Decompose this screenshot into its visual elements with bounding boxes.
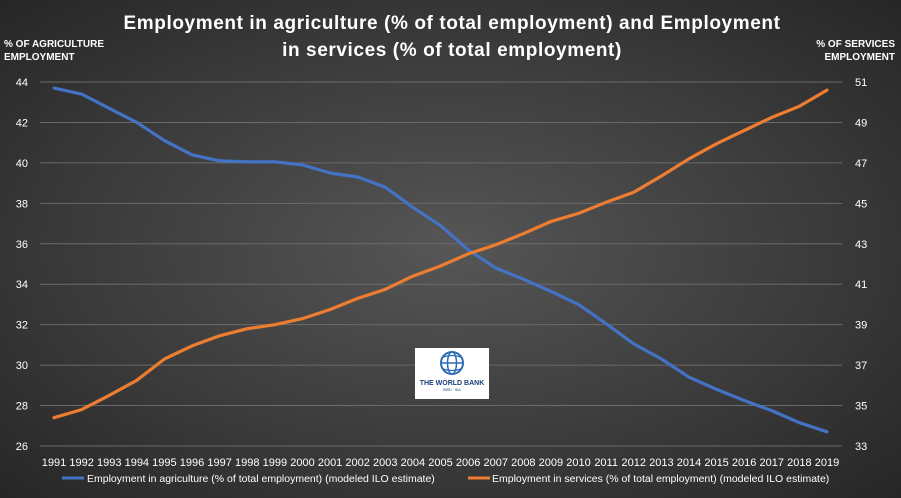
right-tick-label: 33 xyxy=(855,441,867,453)
left-tick-label: 28 xyxy=(16,401,28,413)
right-axis-ticks: 33 35 37 39 41 43 45 47 49 51 xyxy=(855,77,867,453)
right-tick-label: 43 xyxy=(855,239,867,251)
x-tick-label: 2018 xyxy=(787,457,811,469)
chart-title-line-1: Employment in agriculture (% of total em… xyxy=(123,13,780,34)
right-tick-label: 47 xyxy=(855,158,867,170)
logo-name: THE WORLD BANK xyxy=(420,380,485,387)
right-tick-label: 41 xyxy=(855,279,867,291)
left-tick-label: 44 xyxy=(16,77,28,89)
legend-label-services: Employment in services (% of total emplo… xyxy=(492,473,829,485)
x-tick-label: 2000 xyxy=(290,457,314,469)
gridlines xyxy=(40,81,842,447)
x-tick-label: 2003 xyxy=(373,457,397,469)
left-tick-label: 32 xyxy=(16,320,28,332)
x-tick-label: 1998 xyxy=(235,457,259,469)
x-tick-label: 1991 xyxy=(42,457,66,469)
right-axis-title-line-2: EMPLOYMENT xyxy=(824,52,895,63)
globe-icon xyxy=(440,351,464,375)
x-tick-label: 2005 xyxy=(428,457,452,469)
right-tick-label: 45 xyxy=(855,198,867,210)
left-tick-label: 34 xyxy=(16,279,28,291)
left-axis-title-line-1: % OF AGRICULTURE xyxy=(4,39,104,50)
x-tick-label: 1993 xyxy=(97,457,121,469)
x-tick-label: 2006 xyxy=(456,457,480,469)
left-axis-ticks: 26 28 30 32 34 36 38 40 42 44 xyxy=(16,77,28,453)
world-bank-logo: THE WORLD BANK IBRD · IDA xyxy=(415,348,489,399)
left-tick-label: 26 xyxy=(16,441,28,453)
legend: Employment in agriculture (% of total em… xyxy=(62,473,829,485)
x-tick-label: 2015 xyxy=(704,457,728,469)
chart-title: Employment in agriculture (% of total em… xyxy=(123,13,780,61)
x-tick-label: 2008 xyxy=(511,457,535,469)
left-tick-label: 42 xyxy=(16,117,28,129)
left-tick-label: 40 xyxy=(16,158,28,170)
x-tick-label: 2007 xyxy=(483,457,507,469)
x-tick-label: 1992 xyxy=(69,457,93,469)
legend-label-agriculture: Employment in agriculture (% of total em… xyxy=(87,473,435,485)
x-tick-label: 2010 xyxy=(566,457,590,469)
x-tick-label: 2014 xyxy=(677,457,701,469)
series-line-agriculture xyxy=(52,86,829,434)
x-tick-label: 2011 xyxy=(594,457,618,469)
x-tick-label: 1997 xyxy=(207,457,231,469)
x-tick-label: 1994 xyxy=(125,457,149,469)
left-tick-label: 38 xyxy=(16,198,28,210)
series-line-services xyxy=(52,88,829,420)
left-tick-label: 36 xyxy=(16,239,28,251)
right-axis-title-line-1: % OF SERVICES xyxy=(816,39,895,50)
x-tick-label: 2001 xyxy=(318,457,342,469)
right-axis-title: % OF SERVICES EMPLOYMENT xyxy=(816,39,895,63)
right-tick-label: 51 xyxy=(855,77,867,89)
x-axis-ticks: 1991 1992 1993 1994 1995 1996 1997 1998 1999 2000… xyxy=(42,457,839,469)
series-lines xyxy=(52,86,829,434)
right-tick-label: 49 xyxy=(855,117,867,129)
right-tick-label: 35 xyxy=(855,401,867,413)
x-tick-label: 2004 xyxy=(401,457,425,469)
left-axis-title-line-2: EMPLOYMENT xyxy=(4,52,75,63)
x-tick-label: 2016 xyxy=(732,457,756,469)
right-tick-label: 39 xyxy=(855,320,867,332)
x-tick-label: 2019 xyxy=(815,457,839,469)
x-tick-label: 1996 xyxy=(180,457,204,469)
left-axis-title: % OF AGRICULTURE EMPLOYMENT xyxy=(4,39,104,63)
logo-subtitle: IBRD · IDA xyxy=(443,388,461,392)
x-tick-label: 2002 xyxy=(345,457,369,469)
x-tick-label: 2013 xyxy=(649,457,673,469)
x-tick-label: 2012 xyxy=(622,457,646,469)
right-tick-label: 37 xyxy=(855,360,867,372)
x-tick-label: 1999 xyxy=(263,457,287,469)
x-tick-label: 2009 xyxy=(539,457,563,469)
left-tick-label: 30 xyxy=(16,360,28,372)
x-tick-label: 2017 xyxy=(760,457,784,469)
x-tick-label: 1995 xyxy=(152,457,176,469)
chart-title-line-2: in services (% of total employment) xyxy=(282,40,622,61)
